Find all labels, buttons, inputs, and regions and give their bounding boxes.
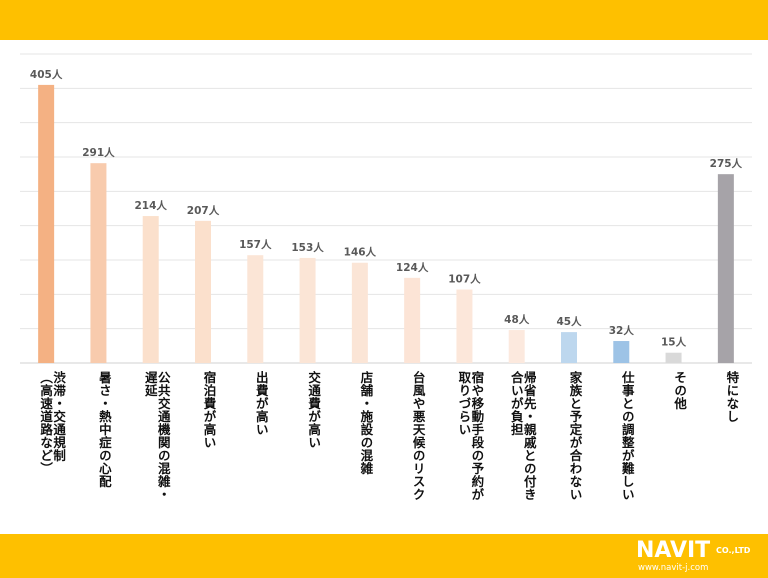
category-label: 家族と予定が合わない [568, 370, 583, 501]
navit-logo: NAVIT CO.,LTD www.navit-j.com [636, 539, 760, 575]
category-label: 店舗・施設の混雑 [358, 370, 373, 475]
bar [90, 163, 107, 363]
bar [195, 220, 211, 363]
category-label: 渋滞・交通規制 [51, 370, 66, 462]
data-label: 275人 [710, 157, 743, 170]
category-label: 台風や悪天候のリスク [411, 370, 426, 501]
bar [665, 352, 682, 363]
data-label: 124人 [396, 261, 429, 274]
top-band [0, 0, 768, 40]
data-label: 153人 [291, 241, 324, 254]
data-label: 15人 [661, 336, 687, 349]
data-label: 45人 [556, 315, 582, 328]
category-label: その他 [672, 371, 687, 410]
logo-url: www.navit-j.com [638, 563, 709, 573]
bar [351, 262, 368, 363]
bar [613, 341, 630, 363]
category-label: 宿や移動手段の予約が [469, 370, 484, 501]
data-label: 405人 [30, 68, 63, 81]
data-label: 32人 [609, 324, 635, 337]
category-label: 仕事との調整が難しい [620, 370, 635, 501]
category-label: 遅延 [143, 371, 158, 397]
category-label: 取りづらい [456, 371, 471, 436]
category-label: 交通費が高い [306, 370, 321, 449]
bar [404, 277, 421, 363]
bar [38, 84, 55, 364]
bar [299, 257, 316, 363]
data-label: 157人 [239, 238, 272, 251]
data-label: 48人 [504, 313, 530, 326]
bar [456, 289, 473, 363]
category-label: 合いが負担 [509, 370, 524, 436]
bar [717, 174, 734, 363]
category-label: 帰省先・親戚との付き [522, 370, 537, 501]
logo-main-text: NAVIT [636, 538, 711, 563]
category-label: 公共交通機関の混雑・ [156, 371, 171, 501]
data-label: 291人 [82, 146, 115, 159]
data-label: 146人 [344, 246, 377, 259]
category-label: 特になし [724, 370, 739, 423]
data-label: 207人 [187, 204, 220, 217]
bar [142, 216, 159, 363]
category-label: （高速道路など） [38, 371, 53, 475]
data-label: 107人 [448, 273, 481, 286]
bar [561, 332, 577, 363]
category-label: 暑さ・熱中症の心配 [97, 371, 112, 488]
bottom-band [0, 534, 768, 578]
logo-company-suffix: CO.,LTD [716, 546, 751, 555]
bar [247, 255, 264, 363]
category-label: 宿泊費が高い [202, 370, 217, 449]
category-label: 出費が高い [254, 370, 269, 436]
data-label: 214人 [135, 199, 168, 212]
bar [508, 330, 525, 363]
